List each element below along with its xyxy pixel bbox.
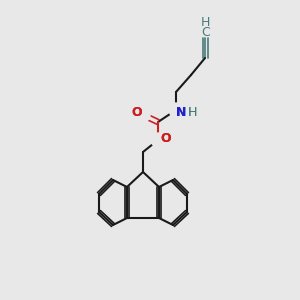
Text: N: N: [176, 106, 186, 118]
Text: H: H: [187, 106, 197, 118]
Text: H: H: [200, 16, 210, 28]
Text: N: N: [176, 106, 186, 118]
Text: O: O: [132, 106, 142, 118]
Text: C: C: [202, 26, 210, 40]
Text: O: O: [132, 106, 142, 118]
Circle shape: [136, 108, 150, 122]
Text: H: H: [187, 106, 197, 118]
Text: O: O: [161, 131, 171, 145]
Circle shape: [151, 133, 165, 147]
Circle shape: [169, 103, 183, 117]
Text: O: O: [161, 131, 171, 145]
